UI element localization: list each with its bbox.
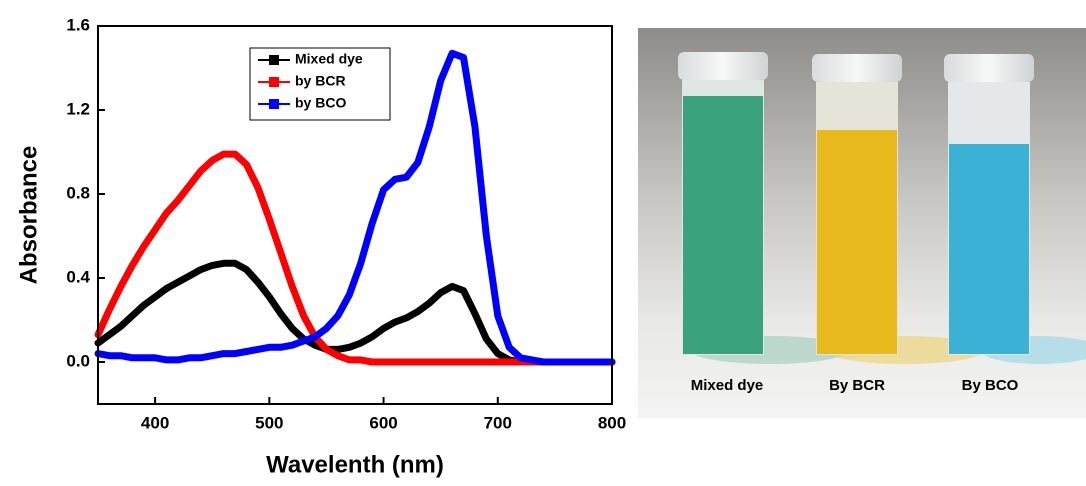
x-tick-label: 600	[369, 413, 397, 432]
tube-liquid	[683, 96, 763, 354]
photo-label: By BCR	[829, 377, 885, 394]
legend: Mixed dye by BCR by BCO	[250, 48, 390, 120]
x-tick-label: 400	[141, 413, 169, 432]
series-line	[98, 154, 612, 362]
y-axis-label: Absorbance	[15, 146, 42, 285]
tube-liquid	[817, 130, 897, 354]
y-tick-label: 1.6	[66, 15, 90, 34]
photo-label: Mixed dye	[691, 377, 764, 394]
legend-label: by BCO	[295, 95, 346, 111]
legend-label: by BCR	[295, 73, 346, 89]
x-tick-label: 500	[255, 413, 283, 432]
tube-liquid	[949, 144, 1029, 354]
tube-cap	[678, 52, 768, 80]
y-tick-label: 1.2	[66, 99, 90, 118]
legend-marker	[269, 55, 279, 65]
tube-cap	[812, 54, 902, 82]
y-tick-label: 0.4	[66, 267, 90, 286]
legend-marker	[269, 77, 279, 87]
x-tick-label: 800	[598, 413, 626, 432]
tube-cap	[944, 54, 1034, 82]
y-tick-label: 0.0	[66, 351, 90, 370]
legend-label: Mixed dye	[295, 51, 363, 67]
photo: Mixed dye By BCR By BCO	[638, 28, 1086, 418]
photo-label: By BCO	[962, 377, 1019, 394]
legend-marker	[269, 99, 279, 109]
y-tick-label: 0.8	[66, 183, 90, 202]
x-tick-label: 700	[484, 413, 512, 432]
x-axis-label: Wavelenth (nm)	[266, 451, 444, 478]
figure: Mixed dye By BCR By BCO Absorbance Wavel…	[0, 0, 1086, 481]
